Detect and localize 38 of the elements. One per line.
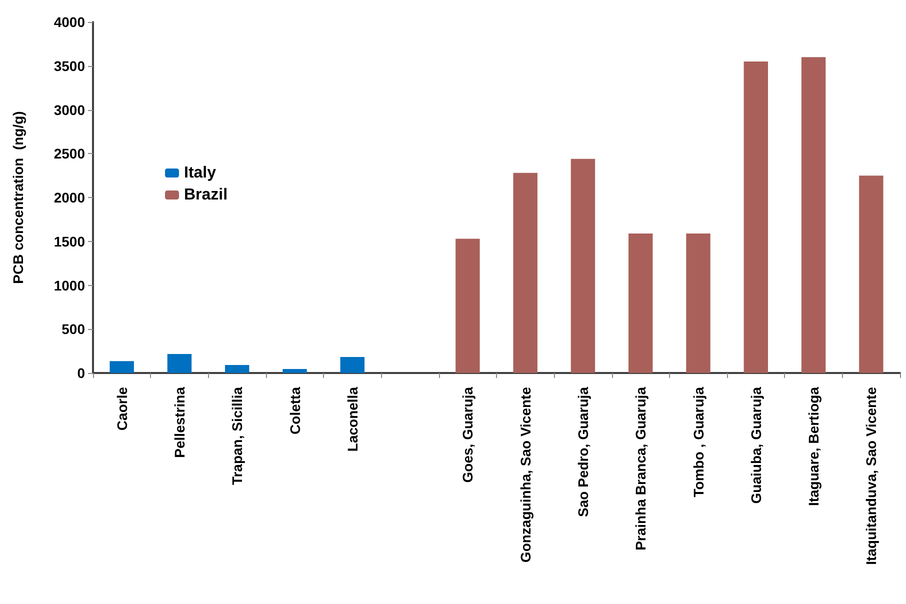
y-tick-label: 500: [62, 321, 86, 338]
x-tick-label: Guaiuba, Guaruja: [748, 386, 764, 504]
bar: [167, 354, 192, 373]
x-tick-label: Itaquitanduva, Sao Vicente: [863, 386, 880, 565]
y-tick-label: 1000: [54, 277, 86, 294]
x-tick-label: Pellestrina: [171, 386, 188, 458]
x-tick-label: Coletta: [286, 386, 303, 434]
y-tick-label: 1500: [54, 233, 86, 250]
y-tick-label: 2000: [54, 190, 86, 206]
bar: [744, 61, 768, 373]
bar: [282, 369, 307, 373]
y-tick-label: 2500: [54, 146, 86, 162]
bar: [801, 57, 826, 373]
bar: [570, 158, 596, 373]
y-tick-label: 4000: [54, 14, 86, 30]
x-tick-label: Prainha Branca, Guaruja: [632, 386, 649, 550]
x-tick-label: Goes, Guaruja: [460, 386, 476, 483]
legend-label: Italy: [184, 164, 216, 182]
x-tick-label: Sao Pedro, Guaruja: [574, 386, 591, 517]
y-axis-title: PCB concentration (ng/g): [10, 111, 26, 284]
y-tick-label: 3500: [54, 58, 86, 74]
x-tick-label: Tombo , Guaruja: [690, 386, 706, 498]
x-tick-label: Trapan, Sicillia: [229, 386, 246, 486]
bar: [686, 233, 710, 373]
legend-label: Brazil: [184, 186, 228, 204]
y-tick-label: 0: [77, 365, 86, 381]
bar: [513, 172, 538, 373]
x-tick-label: Laconella: [344, 386, 360, 452]
y-tick-label: 3000: [54, 102, 86, 118]
x-tick-label: Caorle: [114, 386, 130, 431]
bar: [859, 176, 884, 373]
bar: [225, 365, 250, 373]
bar: [340, 357, 364, 373]
bar: [628, 233, 653, 373]
bar: [456, 238, 480, 373]
x-tick-label: Gonzaguinha, Sao Vicente: [517, 386, 534, 563]
bar: [110, 361, 134, 373]
x-tick-label: Itaguare, Bertioga: [806, 386, 822, 506]
